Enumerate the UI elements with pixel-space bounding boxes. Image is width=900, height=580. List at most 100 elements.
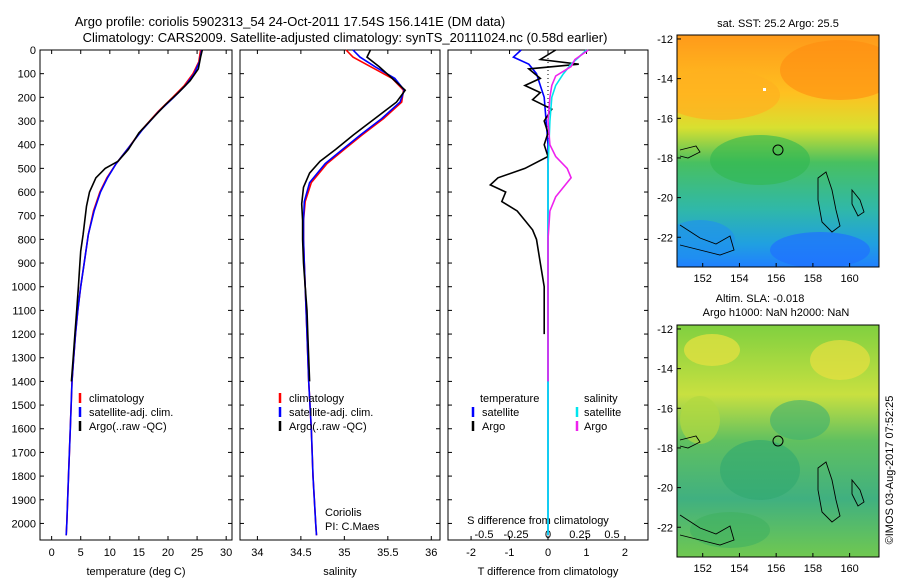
y-tick-label: 600 [18,187,36,199]
y-tick-label: 1100 [12,305,36,317]
difference-panel: -2 -1 0 1 2T difference from climatology -0.5… [447,49,649,578]
y-tick-label: 200 [18,92,36,104]
legend-label: climatology [89,393,145,405]
x-tick-label: 34 [251,547,263,559]
s-tick-label: 0.25 [569,529,590,541]
sst-map: sat. SST: 25.2 Argo: 25.5 152 154 156 158 16… [657,18,880,285]
map-x-tick-label: 158 [804,273,822,285]
s-tick-label: -0.5 [475,529,494,541]
difference-xlabel: T difference from climatology [478,566,619,578]
x-tick-label: 20 [162,547,174,559]
y-tick-label: 400 [18,140,36,152]
y-tick-label: 1200 [12,329,36,341]
series-argo-raw-qc- [300,49,407,382]
map-x-tick-label: 158 [804,563,822,575]
map-y-tick-label: -18 [657,443,673,455]
map-x-tick-label: 160 [840,563,858,575]
y-tick-label: 100 [18,69,36,81]
credit: ©IMOS 03-Aug-2017 07:52:25 [884,396,896,545]
map-x-tick-label: 152 [694,273,712,285]
map-x-tick-label: 156 [767,273,785,285]
x-tick-label: 35 [338,547,350,559]
map-x-tick-label: 160 [840,273,858,285]
y-tick-label: 800 [18,234,36,246]
map-y-tick-label: -20 [657,483,673,495]
map-x-tick-label: 156 [767,563,785,575]
map-y-tick-label: -14 [657,364,673,376]
sla-map: Altim. SLA: -0.018 Argo h1000: NaN h2000… [657,293,880,575]
legend-label: Argo(..raw -QC) [289,421,367,433]
y-tick-label: 1000 [12,282,36,294]
y-tick-label: 1800 [12,471,36,483]
map-y-tick-label: -12 [657,34,673,46]
x-tick-label: 30 [220,547,232,559]
map-y-tick-label: -20 [657,193,673,205]
y-tick-label: 300 [18,116,36,128]
series-t-argo [488,49,579,335]
map-y-tick-label: -22 [657,232,673,244]
y-tick-label: 2000 [12,518,36,530]
temperature-frame [39,49,233,541]
temperature-xlabel: temperature (deg C) [86,566,185,578]
title-line-1: Argo profile: coriolis 5902313_54 24-Oct… [75,14,505,29]
x-tick-label: 35.5 [377,547,398,559]
y-tick-label: 0 [30,45,36,57]
map-y-tick-label: -14 [657,74,673,86]
legend-t-title: temperature [480,393,539,405]
x-tick-label: 15 [133,547,145,559]
sst-map-title: sat. SST: 25.2 Argo: 25.5 [717,18,839,30]
x-tick-label: -1 [505,547,515,559]
x-tick-label: 5 [78,547,84,559]
x-tick-label: 1 [583,547,589,559]
temperature-panel: 0100200300400500600700800900100011001200… [12,45,233,578]
annotation-institution: Coriolis [325,507,362,519]
salinity-frame [239,49,441,541]
series-s-argo [547,49,589,382]
map-x-tick-label: 154 [730,273,748,285]
y-tick-label: 700 [18,211,36,223]
salinity-xlabel: salinity [323,566,357,578]
legend-label: satellite-adj. clim. [289,407,373,419]
legend-label: satellite [482,407,519,419]
series-argo-raw-qc- [70,49,204,382]
legend-label: climatology [289,393,345,405]
map-x-tick-label: 152 [694,563,712,575]
x-tick-label: 34.5 [290,547,311,559]
y-tick-label: 1500 [12,400,36,412]
x-tick-label: 0 [49,547,55,559]
legend-label: Argo [584,421,607,433]
title-line-2: Climatology: CARS2009. Satellite-adjuste… [83,30,608,45]
s-tick-label: 0.5 [604,529,619,541]
map-y-tick-label: -16 [657,403,673,415]
map-x-tick-label: 154 [730,563,748,575]
x-tick-label: -2 [466,547,476,559]
s-xlabel: S difference from climatology [467,515,609,527]
annotation-pi: PI: C.Maes [325,521,380,533]
map-y-tick-label: -22 [657,522,673,534]
x-tick-label: 10 [104,547,116,559]
y-tick-label: 500 [18,163,36,175]
salinity-panel: 34 34.5 35 35.5 36 salinity climatology satelli… [239,49,441,578]
y-tick-label: 1700 [12,447,36,459]
y-tick-label: 1900 [12,495,36,507]
legend-label: satellite [584,407,621,419]
s-tick-label: -0.25 [503,529,528,541]
x-tick-label: 2 [622,547,628,559]
x-tick-label: 0 [545,547,551,559]
y-tick-label: 1400 [12,376,36,388]
legend-s-title: salinity [584,393,618,405]
x-tick-label: 36 [425,547,437,559]
map-y-tick-label: -18 [657,153,673,165]
map-y-tick-label: -12 [657,324,673,336]
y-tick-label: 900 [18,258,36,270]
y-tick-label: 1600 [12,424,36,436]
legend-label: Argo(..raw -QC) [89,421,167,433]
sla-map-title-2: Argo h1000: NaN h2000: NaN [703,307,850,319]
x-tick-label: 25 [191,547,203,559]
sla-map-title-1: Altim. SLA: -0.018 [716,293,805,305]
legend-label: satellite-adj. clim. [89,407,173,419]
map-y-tick-label: -16 [657,113,673,125]
legend-label: Argo [482,421,505,433]
y-tick-label: 1300 [12,353,36,365]
